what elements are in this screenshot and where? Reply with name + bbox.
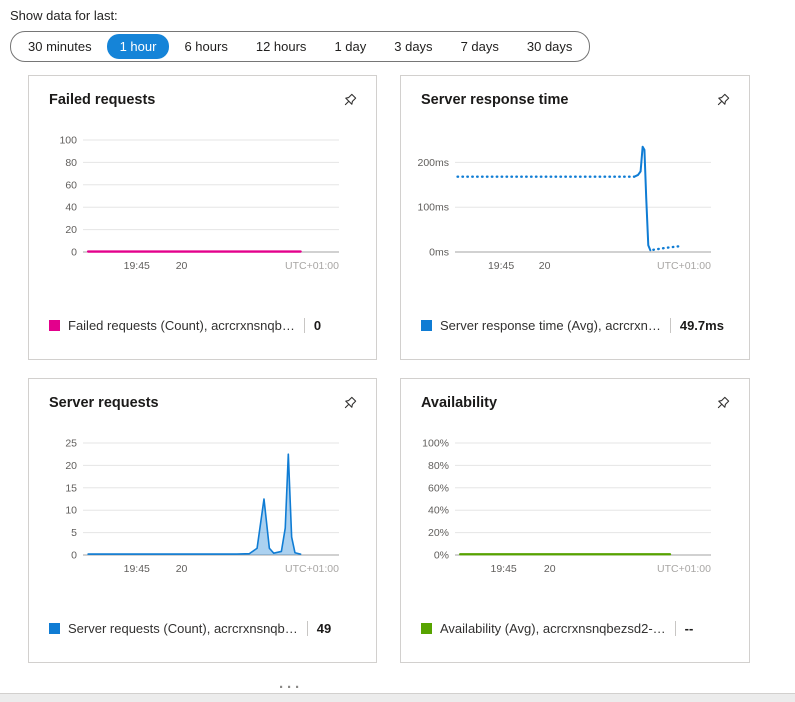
legend-value: 49.7ms (669, 318, 724, 333)
card-title: Server requests (49, 395, 159, 411)
svg-text:UTC+01:00: UTC+01:00 (657, 260, 711, 272)
card-title: Failed requests (49, 92, 156, 108)
pin-icon[interactable] (337, 88, 362, 113)
svg-text:25: 25 (65, 438, 77, 450)
legend: Failed requests (Count), acrcrxnsnqb… 0 (49, 318, 321, 333)
svg-text:0: 0 (71, 247, 77, 259)
legend-swatch (421, 623, 432, 634)
legend-swatch (421, 320, 432, 331)
card-failed-requests[interactable]: Failed requests 0 20 40 60 80 100 19:45 20 UTC+0… (28, 75, 377, 360)
svg-text:5: 5 (71, 527, 77, 539)
card-title: Availability (421, 395, 498, 411)
svg-text:0ms: 0ms (429, 247, 449, 259)
legend-label: Availability (Avg), acrcrxnsnqbezsd2-… (440, 621, 666, 636)
svg-text:20: 20 (176, 563, 188, 575)
svg-text:80%: 80% (428, 460, 449, 472)
legend: Availability (Avg), acrcrxnsnqbezsd2-… -… (421, 621, 693, 636)
card-title: Server response time (421, 92, 569, 108)
svg-text:60: 60 (65, 179, 77, 191)
legend-swatch (49, 623, 60, 634)
failed-requests-chart: 0 20 40 60 80 100 19:45 20 UTC+01:00 (59, 135, 339, 273)
svg-text:19:45: 19:45 (488, 260, 514, 272)
svg-text:60%: 60% (428, 482, 449, 494)
svg-text:20: 20 (176, 260, 188, 272)
pin-icon[interactable] (710, 391, 735, 416)
svg-text:40: 40 (65, 202, 77, 214)
time-range-option-1-day[interactable]: 1 day (321, 34, 379, 59)
server-requests-chart: 0 5 10 15 20 25 19:45 20 UTC+01:00 (65, 438, 339, 576)
svg-text:20: 20 (65, 224, 77, 236)
svg-text:15: 15 (65, 482, 77, 494)
legend-value: 0 (303, 318, 321, 333)
svg-text:19:45: 19:45 (490, 563, 516, 575)
svg-text:100: 100 (59, 135, 77, 147)
legend-value: 49 (306, 621, 331, 636)
card-server-response-time[interactable]: Server response time 0ms 100ms 200ms 19:45 2… (400, 75, 750, 360)
svg-text:200ms: 200ms (417, 157, 449, 169)
time-range-option-30-days[interactable]: 30 days (514, 34, 586, 59)
legend: Server requests (Count), acrcrxnsnqb… 49 (49, 621, 331, 636)
svg-text:40%: 40% (428, 505, 449, 517)
time-range-option-30-minutes[interactable]: 30 minutes (15, 34, 105, 59)
time-range-option-1-hour[interactable]: 1 hour (106, 34, 170, 59)
time-range-option-3-days[interactable]: 3 days (381, 34, 445, 59)
pin-icon[interactable] (337, 391, 362, 416)
legend-label: Failed requests (Count), acrcrxnsnqb… (68, 318, 295, 333)
svg-text:20: 20 (544, 563, 556, 575)
svg-text:100ms: 100ms (417, 202, 449, 214)
svg-text:10: 10 (65, 505, 77, 517)
legend-value: -- (674, 621, 693, 636)
legend: Server response time (Avg), acrcrxn… 49.… (421, 318, 724, 333)
legend-label: Server response time (Avg), acrcrxn… (440, 318, 661, 333)
svg-text:UTC+01:00: UTC+01:00 (285, 563, 339, 575)
svg-text:UTC+01:00: UTC+01:00 (657, 563, 711, 575)
time-range-option-6-hours[interactable]: 6 hours (171, 34, 240, 59)
svg-text:19:45: 19:45 (124, 260, 150, 272)
metrics-grid: Failed requests 0 20 40 60 80 100 19:45 20 UTC+0… (28, 75, 750, 663)
pin-icon[interactable] (710, 88, 735, 113)
time-range-option-12-hours[interactable]: 12 hours (243, 34, 320, 59)
drag-handle-icon[interactable]: ··· (279, 679, 303, 696)
svg-text:20%: 20% (428, 527, 449, 539)
card-availability[interactable]: Availability 0% 20% 40% 60% 80% 100% 19:45 20 UT… (400, 378, 750, 663)
svg-text:20: 20 (539, 260, 551, 272)
svg-text:20: 20 (65, 460, 77, 472)
svg-text:100%: 100% (422, 438, 449, 450)
time-range-selector: 30 minutes 1 hour 6 hours 12 hours 1 day 3 da… (10, 31, 591, 62)
legend-swatch (49, 320, 60, 331)
svg-text:0%: 0% (434, 550, 449, 562)
time-range-option-7-days[interactable]: 7 days (448, 34, 512, 59)
svg-text:19:45: 19:45 (124, 563, 150, 575)
legend-label: Server requests (Count), acrcrxnsnqb… (68, 621, 298, 636)
card-server-requests[interactable]: Server requests 0 5 10 15 20 25 19:45 20 UTC+01:… (28, 378, 377, 663)
bottom-panel-edge (0, 693, 795, 702)
availability-chart: 0% 20% 40% 60% 80% 100% 19:45 20 UTC+01:00 (422, 438, 711, 576)
svg-text:0: 0 (71, 550, 77, 562)
svg-text:UTC+01:00: UTC+01:00 (285, 260, 339, 272)
svg-text:80: 80 (65, 157, 77, 169)
server-response-time-chart: 0ms 100ms 200ms 19:45 20 UTC+01:00 (417, 145, 711, 272)
time-filter-label: Show data for last: (10, 8, 118, 23)
